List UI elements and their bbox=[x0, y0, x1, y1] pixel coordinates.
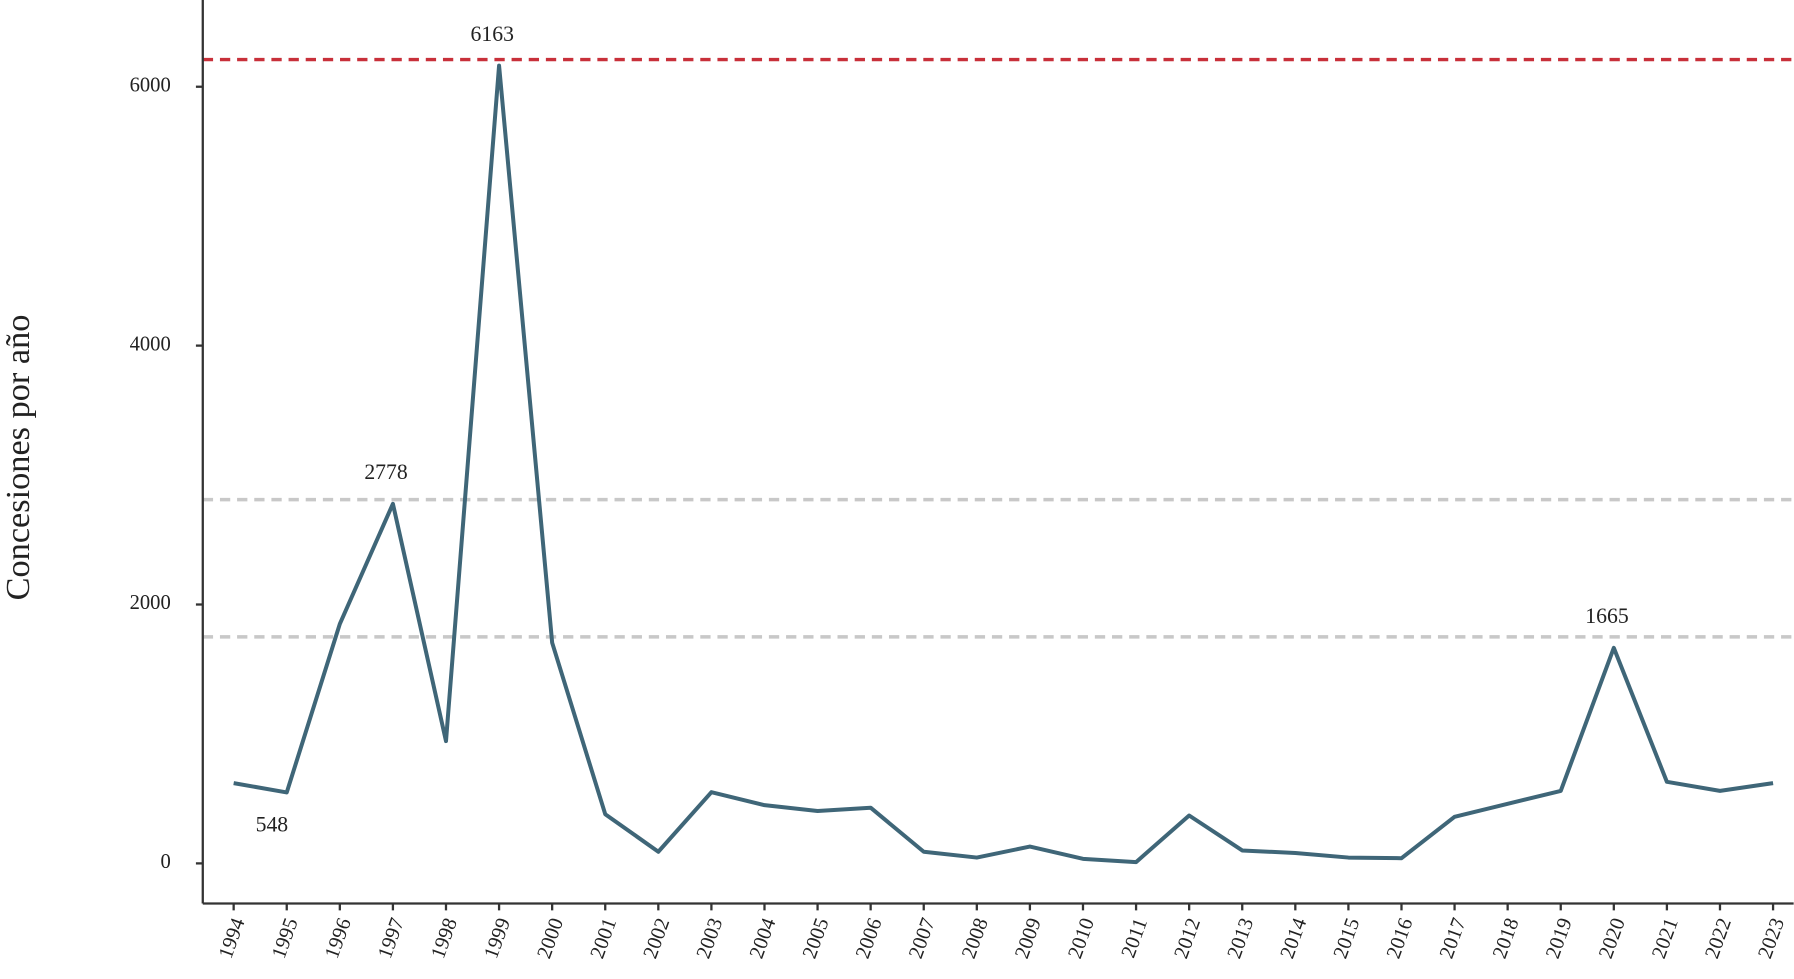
x-tick-label: 1997 bbox=[374, 915, 409, 961]
x-tick-label: 2007 bbox=[905, 915, 940, 961]
x-tick-label: 2000 bbox=[533, 915, 568, 961]
y-axis-label: Concesiones por año bbox=[0, 315, 37, 601]
x-tick-label: 2011 bbox=[1118, 915, 1152, 960]
x-tick-label: 2014 bbox=[1277, 915, 1312, 961]
x-tick-label: 2001 bbox=[586, 915, 621, 961]
y-tick-label: 4000 bbox=[130, 333, 171, 355]
x-tick-label: 1996 bbox=[321, 915, 356, 961]
x-tick-label: 2022 bbox=[1701, 915, 1736, 961]
data-label: 2778 bbox=[364, 460, 408, 484]
x-tick-label: 2008 bbox=[958, 915, 993, 961]
x-tick-label: 2012 bbox=[1170, 915, 1205, 961]
x-tick-label: 2009 bbox=[1011, 915, 1046, 961]
x-tick-label: 2023 bbox=[1754, 915, 1789, 961]
x-tick-label: 1995 bbox=[268, 915, 303, 961]
data-label: 1665 bbox=[1585, 604, 1629, 628]
x-tick-label: 1998 bbox=[427, 915, 462, 961]
x-tick-label: 2004 bbox=[746, 915, 781, 961]
y-tick-label: 0 bbox=[160, 851, 170, 873]
x-tick-label: 2003 bbox=[693, 915, 728, 961]
x-tick-label: 2019 bbox=[1542, 915, 1577, 961]
data-label: 6163 bbox=[470, 22, 514, 46]
x-tick-label: 1999 bbox=[480, 915, 515, 961]
y-tick-label: 6000 bbox=[130, 74, 171, 96]
x-tick-label: 2021 bbox=[1648, 915, 1683, 961]
x-tick-label: 2002 bbox=[640, 915, 675, 961]
x-tick-label: 1994 bbox=[215, 915, 250, 961]
x-tick-label: 2016 bbox=[1383, 915, 1418, 961]
data-label: 548 bbox=[256, 813, 289, 837]
x-tick-label: 2010 bbox=[1064, 915, 1099, 961]
x-tick-label: 2006 bbox=[852, 915, 887, 961]
x-tick-label: 2020 bbox=[1595, 915, 1630, 961]
x-tick-label: 2013 bbox=[1223, 915, 1258, 961]
x-tick-label: 2015 bbox=[1330, 915, 1365, 961]
x-tick-label: 2017 bbox=[1436, 915, 1471, 961]
data-line bbox=[233, 63, 1774, 865]
x-tick-label: 2005 bbox=[799, 915, 834, 961]
x-tick-label: 2018 bbox=[1489, 915, 1524, 961]
y-tick-label: 2000 bbox=[130, 592, 171, 614]
